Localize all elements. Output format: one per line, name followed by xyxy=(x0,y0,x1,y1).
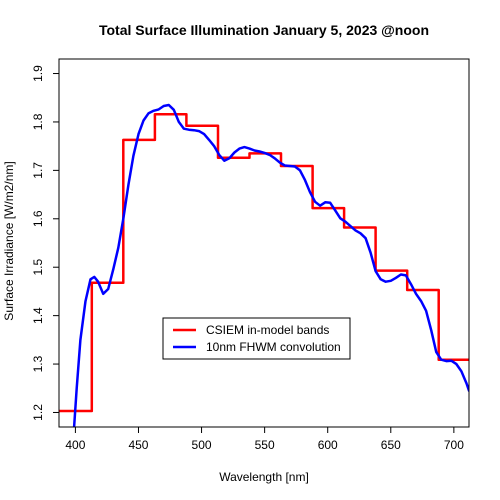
x-axis: 400 450 500 550 600 650 700 xyxy=(65,427,464,452)
series-csiem-bands-line xyxy=(59,112,469,413)
plot-frame xyxy=(58,58,470,428)
legend: CSIEM in-model bands 10nm FHWM convolutio… xyxy=(162,317,351,360)
y-tick-label: 1.5 xyxy=(31,259,45,276)
y-tick-label: 1.6 xyxy=(31,210,45,227)
x-tick-label: 650 xyxy=(381,438,401,452)
series-fhwm-convolution-line xyxy=(72,103,469,427)
y-axis: 1.2 1.3 1.4 1.5 1.6 1.7 1.8 1.9 xyxy=(31,65,59,421)
y-tick-label: 1.2 xyxy=(31,404,45,421)
x-tick-label: 600 xyxy=(318,438,338,452)
x-tick-label: 550 xyxy=(255,438,275,452)
legend-label: 10nm FHWM convolution xyxy=(206,340,341,354)
y-axis-label: Surface Irradiance [W/m2/nm] xyxy=(2,161,16,320)
y-tick-label: 1.7 xyxy=(31,162,45,179)
x-tick-label: 450 xyxy=(128,438,148,452)
y-tick-label: 1.9 xyxy=(31,65,45,82)
legend-label: CSIEM in-model bands xyxy=(206,323,329,337)
y-tick-label: 1.4 xyxy=(31,307,45,324)
legend-box xyxy=(162,317,351,360)
plot-area xyxy=(58,58,470,428)
chart-title: Total Surface Illumination January 5, 20… xyxy=(99,22,429,38)
x-tick-label: 700 xyxy=(444,438,464,452)
x-axis-label: Wavelength [nm] xyxy=(219,470,309,484)
y-tick-label: 1.8 xyxy=(31,113,45,130)
x-tick-label: 400 xyxy=(65,438,85,452)
y-tick-label: 1.3 xyxy=(31,355,45,372)
x-tick-label: 500 xyxy=(192,438,212,452)
